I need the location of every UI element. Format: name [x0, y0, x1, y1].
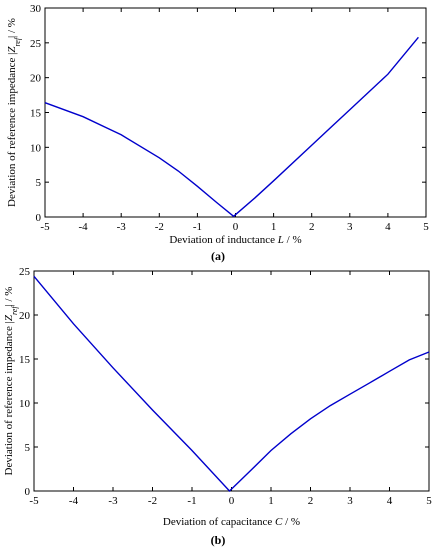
y-tick-label-b: 20	[19, 310, 31, 322]
x-tick-label-a: -1	[193, 221, 202, 233]
x-tick-label-a: -2	[155, 221, 164, 233]
x-axis-label-a: Deviation of inductance L / %	[169, 234, 301, 246]
plot-area-b	[33, 270, 430, 492]
x-tick-label-b: -1	[187, 495, 196, 507]
y-tick-label-b: 15	[19, 354, 31, 366]
x-tick-label-b: 2	[308, 495, 314, 507]
y-tick-label-b: 0	[25, 486, 31, 498]
x-tick-label-a: 2	[309, 221, 315, 233]
x-axis-label-b: Deviation of capacitance C / %	[163, 516, 300, 528]
x-tick-label-b: 3	[347, 495, 353, 507]
x-tick-label-b: 1	[268, 495, 274, 507]
x-tick-label-b: 5	[426, 495, 432, 507]
y-tick-label-a: 15	[30, 108, 42, 120]
x-tick-label-b: 4	[387, 495, 393, 507]
y-tick-label-b: 25	[19, 266, 31, 278]
chart-panel-a: -5 -4 -3 -2 -1 0 1 2 3 4 5 0 5 10 15 20 25 30 Deviation o…	[6, 3, 429, 263]
y-axis-label-a: Deviation of reference impedance |Zref| …	[6, 18, 22, 207]
y-tick-label-b: 5	[25, 442, 31, 454]
y-tick-label-a: 25	[30, 38, 42, 50]
y-axis-label-b: Deviation of reference impedance |Zref| …	[3, 287, 19, 476]
panel-label-a: (a)	[211, 249, 225, 263]
y-tick-label-a: 5	[36, 177, 42, 189]
x-tick-label-a: 0	[233, 221, 239, 233]
x-tick-label-a: 5	[423, 221, 429, 233]
x-tick-label-b: -4	[69, 495, 79, 507]
y-tick-label-a: 20	[30, 73, 42, 85]
ticks-b: -5 -4 -3 -2 -1 0 1 2 3 4 5 0 5 10 15 20 25	[19, 266, 432, 507]
y-tick-label-a: 10	[30, 142, 42, 154]
x-tick-label-b: -3	[108, 495, 118, 507]
plot-area-a	[44, 7, 427, 218]
series-line-a	[44, 36, 419, 218]
x-tick-label-a: -4	[79, 221, 89, 233]
y-tick-label-a: 0	[36, 212, 42, 224]
chart-panel-b: -5 -4 -3 -2 -1 0 1 2 3 4 5 0 5 10 15 20 25 Deviation of …	[3, 266, 432, 547]
x-tick-label-b: -5	[29, 495, 39, 507]
panel-label-b: (b)	[211, 533, 226, 547]
x-tick-label-a: 1	[271, 221, 277, 233]
y-tick-label-a: 30	[30, 3, 42, 15]
x-tick-label-b: -2	[148, 495, 157, 507]
x-tick-label-a: 4	[385, 221, 391, 233]
x-tick-label-a: 3	[347, 221, 353, 233]
ticks-a: -5 -4 -3 -2 -1 0 1 2 3 4 5 0 5 10 15 20 25 30	[30, 3, 429, 233]
x-tick-label-a: -3	[117, 221, 127, 233]
x-tick-label-b: 0	[229, 495, 235, 507]
x-tick-label-a: -5	[40, 221, 50, 233]
y-tick-label-b: 10	[19, 398, 31, 410]
series-line-b	[33, 275, 430, 493]
